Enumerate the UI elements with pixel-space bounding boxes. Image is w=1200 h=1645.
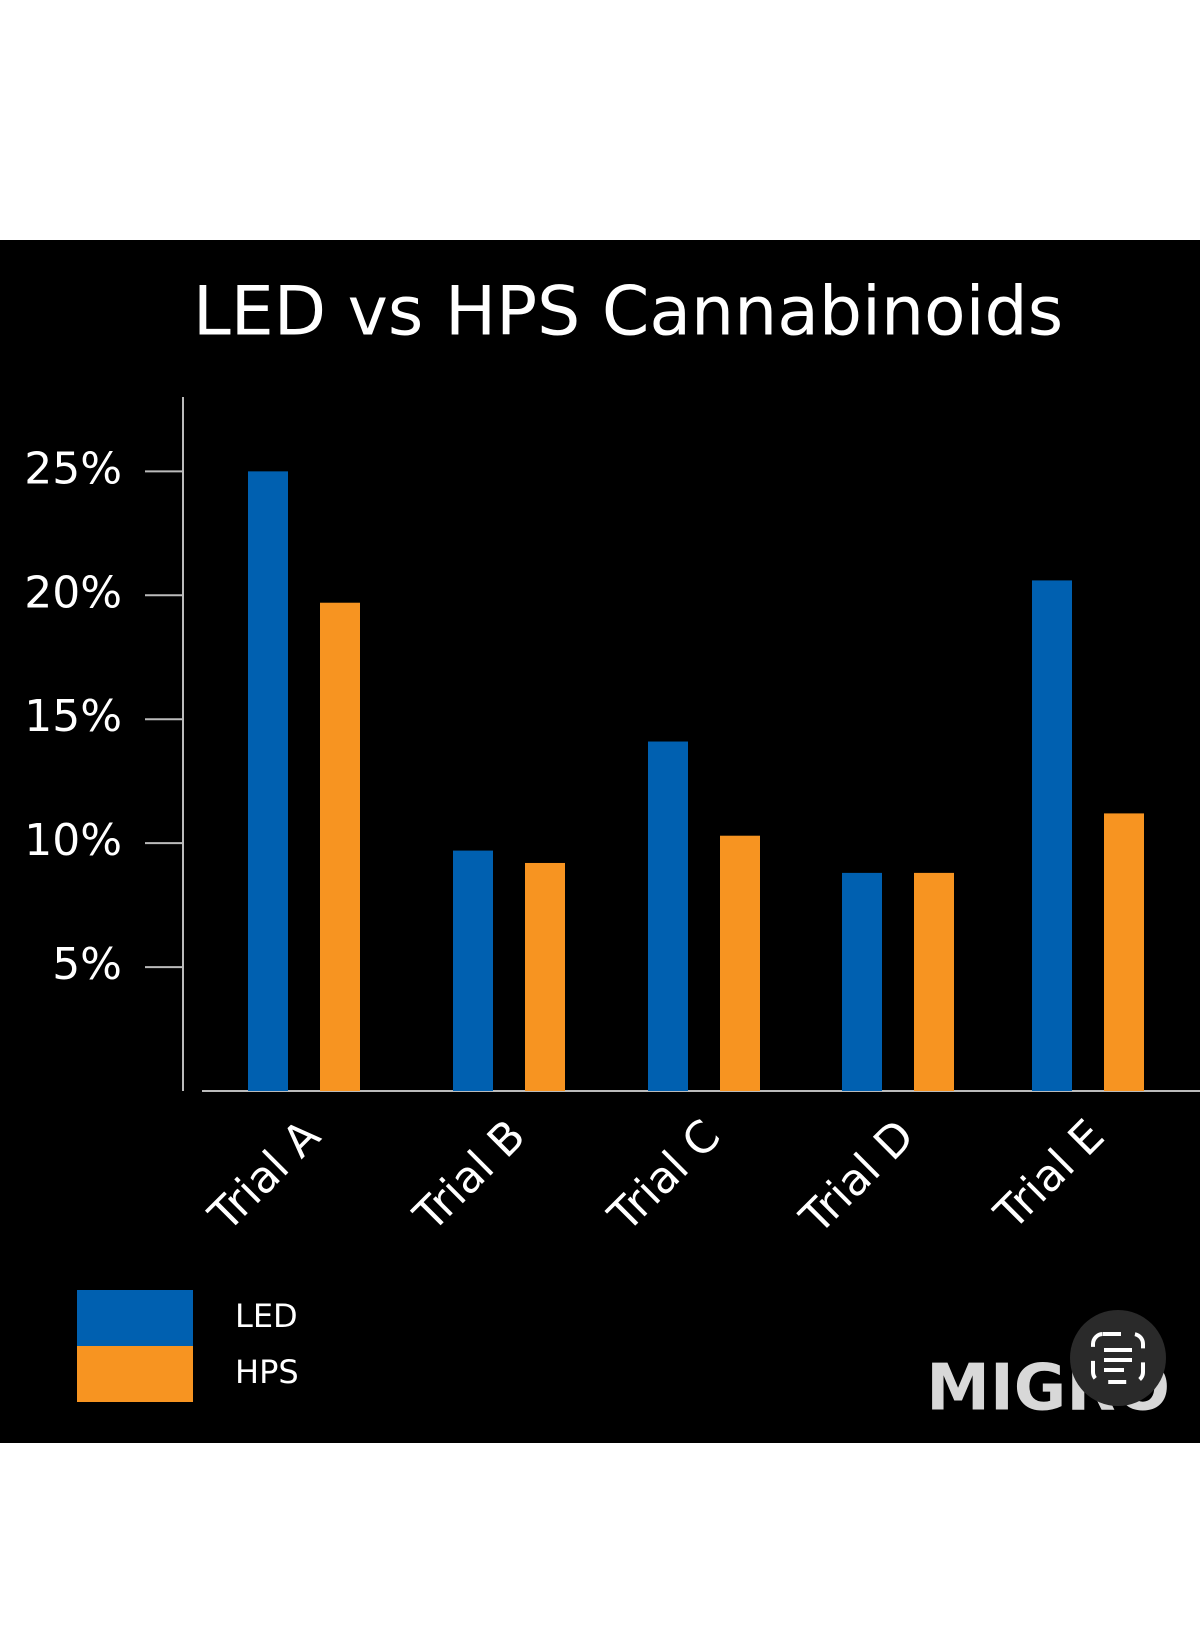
legend-swatch <box>77 1290 193 1346</box>
bar <box>914 872 954 1091</box>
y-tick-label: 25% <box>24 443 122 494</box>
legend-label: HPS <box>235 1353 299 1391</box>
bar <box>720 835 760 1091</box>
bar <box>320 602 360 1091</box>
bar <box>842 872 882 1091</box>
bar <box>648 741 688 1091</box>
y-tick-label: 10% <box>24 815 122 866</box>
chart-title: LED vs HPS Cannabinoids <box>193 273 1063 352</box>
lens-icon <box>1091 1332 1145 1384</box>
bar <box>1104 813 1144 1091</box>
y-tick-label: 20% <box>24 567 122 618</box>
bar <box>525 862 565 1091</box>
bar <box>1032 580 1072 1091</box>
y-tick-label: 5% <box>52 939 122 990</box>
y-tick-label: 15% <box>24 691 122 742</box>
bar <box>453 850 493 1091</box>
legend-label: LED <box>235 1297 298 1335</box>
bar <box>248 471 288 1091</box>
lens-button[interactable] <box>1070 1310 1166 1406</box>
chart-background <box>0 240 1200 1443</box>
legend-swatch <box>77 1346 193 1402</box>
